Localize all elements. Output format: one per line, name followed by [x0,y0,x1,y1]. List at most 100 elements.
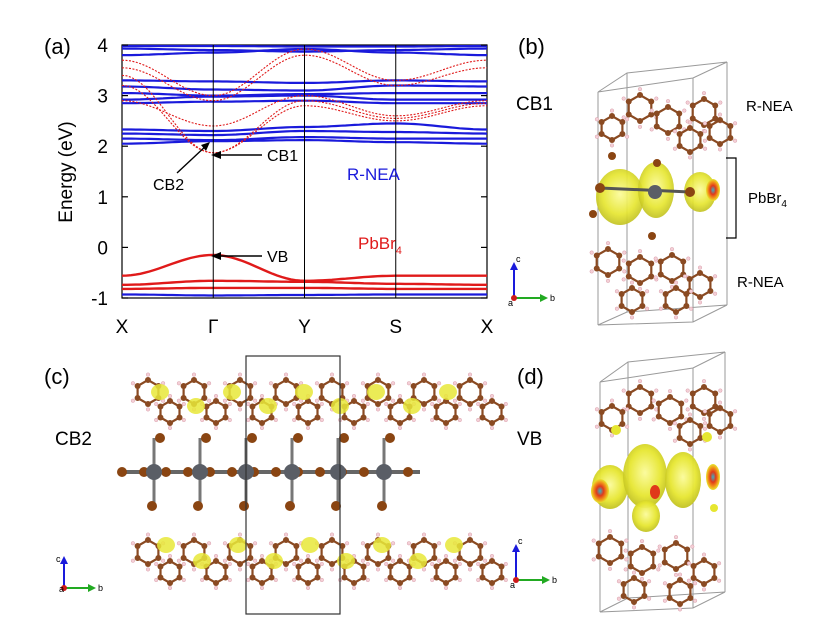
carbon-atom [690,563,697,569]
hydrogen-atom [651,417,656,422]
carbon-atom [697,435,704,441]
carbon-atom [595,540,602,547]
carbon-atom [329,537,335,543]
carbon-atom [237,401,243,407]
hydrogen-atom [687,412,693,417]
carbon-atom [314,414,321,421]
hydrogen-atom [457,577,462,583]
carbon-atom [452,403,459,410]
bromine-atom [193,501,203,511]
carbon-atom [456,555,463,561]
panel-label-c: (c) [44,364,70,389]
hydrogen-atom [625,407,630,412]
carbon-atom [479,563,486,570]
cb2-label: CB2 [153,177,184,194]
hydrogen-atom [654,407,659,412]
carbon-atom [650,563,657,570]
panel-b-title: CB1 [516,94,553,115]
bromine-atom [359,467,369,477]
carbon-atom [712,115,719,122]
hydrogen-atom [654,388,659,393]
hydrogen-atom [345,381,350,386]
carbon-atom [609,113,615,119]
hydrogen-atom [673,280,679,285]
carbon-atom [489,398,495,404]
hydrogen-atom [259,554,265,559]
axes-glyph-c: c b a [56,554,103,594]
hydrogen-atom [673,315,679,320]
hydrogen-atom [207,541,212,546]
carbon-atom [627,563,634,570]
hydrogen-atom [677,607,683,612]
molecules-c [130,372,508,591]
axis-a-c: a [59,584,64,594]
carbon-atom [687,441,693,447]
carbon-atom [467,561,473,567]
hydrogen-atom [222,558,227,563]
carbon-atom [268,414,275,421]
carbon-atom [701,96,707,102]
hydrogen-atom [292,561,297,567]
carbon-atom [598,131,605,137]
legend-pbbr4-sub: 4 [396,245,402,257]
carbon-atom [387,414,394,421]
hydrogen-atom [605,278,611,283]
hydrogen-atom [702,121,707,126]
carbon-atom [677,577,683,583]
bromine-atom [247,433,257,443]
carbon-ring [627,93,653,123]
hydrogen-atom [647,579,652,584]
hydrogen-atom [154,577,159,583]
carbon-ring [297,399,319,425]
carbon-atom [641,581,648,587]
isosurface-d-blob2 [702,432,712,442]
hydrogen-atom [701,416,707,421]
carbon-ring [663,541,689,571]
carbon-atom [727,123,734,129]
annotation-cb1: CB1 [211,148,298,165]
isosurface-d-cut-right [706,464,720,490]
hydrogen-atom [476,561,481,567]
hydrogen-atom [145,532,151,537]
hydrogen-atom [616,596,621,601]
isosurface-blob [409,553,427,569]
carbon-atom [687,595,694,601]
carbon-atom [689,115,696,122]
carbon-atom [203,403,210,410]
carbon-atom [637,118,643,124]
carbon-atom [637,92,643,98]
hydrogen-atom [607,566,613,571]
carbon-atom [639,291,646,297]
hydrogen-atom [457,401,462,407]
panel-b-mid-base: PbBr [748,190,781,207]
carbon-atom [431,395,438,401]
hydrogen-atom [701,379,707,384]
carbon-ring [136,538,160,566]
annotation-cb2: CB2 [153,142,210,194]
bromine-atom [183,467,193,477]
carbon-atom [662,291,669,297]
isosurface-b-cut [706,179,720,201]
bromine-atom [271,467,281,477]
axis-c-c: c [56,554,61,564]
hydrogen-atom [200,577,205,583]
carbon-atom [637,384,643,390]
carbon-atom [203,574,210,581]
hydrogen-atom [360,541,365,546]
hydrogen-atom [292,401,297,407]
carbon-atom [477,543,484,549]
carbon-atom [489,558,495,564]
hydrogen-atom [397,394,403,399]
hydrogen-atom [658,306,663,311]
carbon-atom [687,417,693,423]
carbon-atom [222,563,229,570]
carbon-atom [431,543,438,549]
carbon-atom [180,395,187,401]
carbon-atom [249,403,256,410]
carbon-atom [406,574,413,581]
carbon-ring [600,114,624,142]
carbon-atom [283,537,289,543]
carbon-atom [134,555,141,561]
isosurface-blob [367,384,385,400]
carbon-atom [203,414,210,421]
